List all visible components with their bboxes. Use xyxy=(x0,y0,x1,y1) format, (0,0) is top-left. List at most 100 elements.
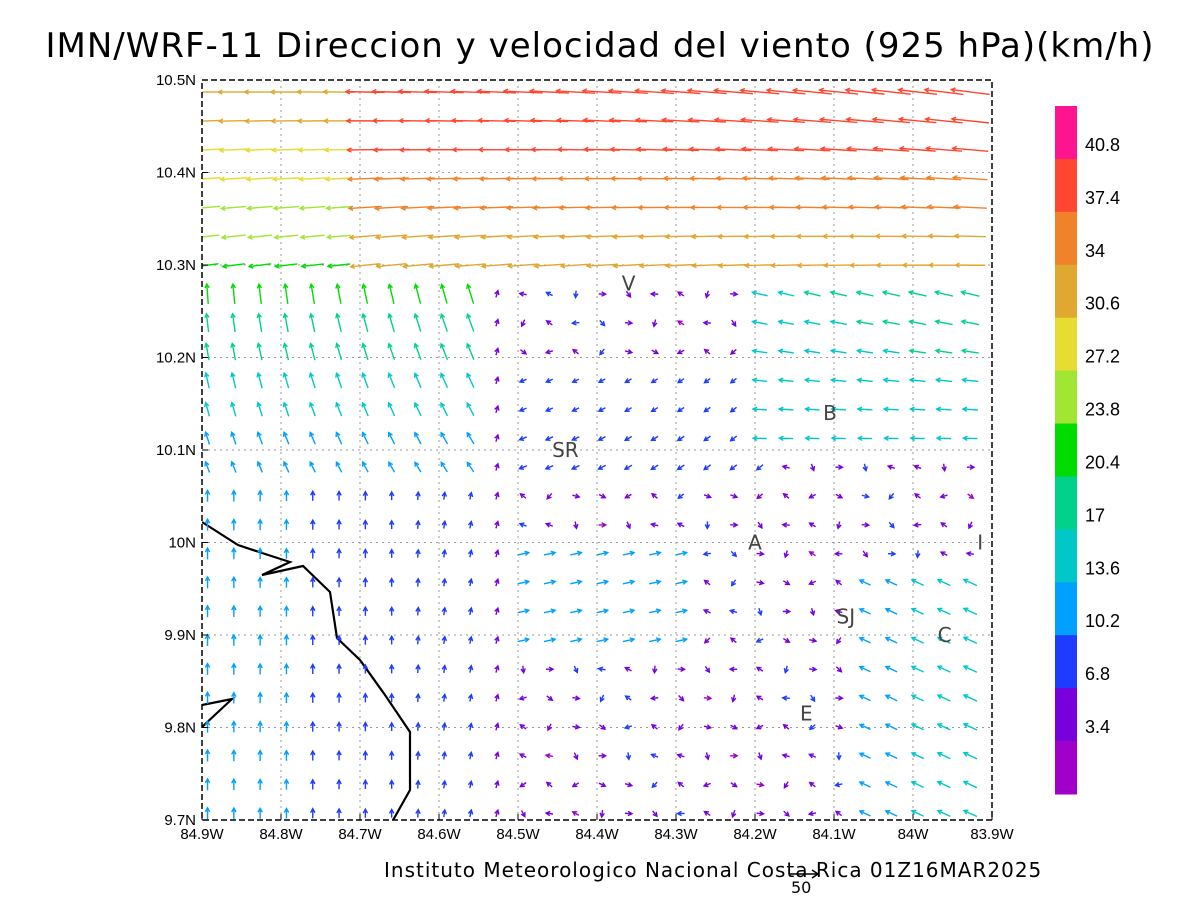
wind-vector xyxy=(884,694,898,702)
wind-vector xyxy=(517,579,531,585)
footer-credit: Instituto Meteorologico Nacional Costa R… xyxy=(384,858,1043,882)
wind-vector xyxy=(388,750,395,760)
wind-vector xyxy=(362,634,369,645)
wind-vector xyxy=(703,637,711,644)
wind-vector xyxy=(324,176,353,182)
wind-vector xyxy=(256,401,263,417)
wind-vector xyxy=(220,234,246,240)
wind-vector xyxy=(934,319,953,326)
wind-vector xyxy=(862,550,869,558)
wind-vector xyxy=(427,263,460,269)
wind-vector xyxy=(256,282,263,304)
wind-vector xyxy=(884,723,898,731)
colorbar-segment xyxy=(1055,741,1077,795)
wind-vector xyxy=(909,435,925,442)
wind-vector xyxy=(781,753,790,759)
wind-vector xyxy=(282,431,290,445)
colorbar-label: 20.4 xyxy=(1085,452,1120,472)
wind-vector xyxy=(362,490,369,501)
wind-vector xyxy=(466,312,475,332)
wind-vector xyxy=(283,633,290,646)
wind-vector xyxy=(649,695,659,701)
wind-vector xyxy=(649,608,662,614)
station-label: A xyxy=(748,531,762,555)
wind-vector xyxy=(440,372,449,389)
wind-vector xyxy=(325,205,352,211)
wind-vector xyxy=(506,234,539,240)
x-tick-label: 84.3W xyxy=(654,826,698,843)
wind-vector xyxy=(218,147,248,153)
wind-vector xyxy=(309,489,316,501)
wind-vector xyxy=(256,342,263,361)
wind-vector xyxy=(675,637,689,643)
wind-vector xyxy=(897,116,937,124)
wind-vector xyxy=(494,606,500,616)
wind-vector xyxy=(751,406,768,413)
wind-vector xyxy=(230,401,237,417)
wind-vector xyxy=(652,319,658,328)
wind-vector xyxy=(204,806,211,820)
wind-vector xyxy=(441,606,448,616)
wind-vector xyxy=(730,724,739,730)
wind-vector xyxy=(202,119,223,122)
wind-vector xyxy=(858,608,871,615)
wind-vector xyxy=(834,781,843,788)
wind-vector xyxy=(547,723,553,732)
wind-vector xyxy=(818,87,859,95)
wind-vector xyxy=(777,319,795,326)
wind-vector xyxy=(703,579,711,586)
wind-vector xyxy=(650,464,659,471)
wind-vector xyxy=(494,520,500,529)
wind-vector xyxy=(467,635,474,644)
wind-vector xyxy=(387,342,396,361)
wind-vector xyxy=(596,579,610,585)
wind-vector xyxy=(243,118,275,124)
wind-vector xyxy=(571,782,580,788)
wind-vector xyxy=(622,608,636,614)
wind-vector xyxy=(494,722,500,731)
wind-vector xyxy=(529,117,569,124)
wind-vector xyxy=(781,695,790,701)
colorbar-label: 37.4 xyxy=(1085,188,1120,208)
colorbar-segment xyxy=(1055,423,1077,477)
wind-vector xyxy=(611,233,645,240)
wind-vector xyxy=(624,810,634,817)
wind-vector xyxy=(676,753,685,759)
wind-vector xyxy=(494,635,500,644)
wind-vector xyxy=(388,490,395,501)
wind-vector xyxy=(467,664,474,673)
wind-vector xyxy=(256,430,264,445)
wind-vector xyxy=(728,666,738,672)
wind-vector xyxy=(362,548,369,559)
wind-vector xyxy=(934,348,953,354)
wind-vector xyxy=(466,431,475,445)
wind-vector xyxy=(661,146,699,153)
wind-vector xyxy=(573,290,579,299)
wind-vector xyxy=(231,691,237,704)
wind-vector xyxy=(731,319,737,328)
wind-vector xyxy=(467,548,474,558)
wind-vector xyxy=(231,489,237,502)
wind-vector xyxy=(651,665,658,675)
station-label: V xyxy=(622,272,636,296)
wind-vector xyxy=(834,608,843,615)
wind-vector xyxy=(467,520,474,529)
wind-vector xyxy=(755,695,764,701)
wind-vector xyxy=(555,88,596,94)
wind-vector xyxy=(809,607,816,617)
wind-vector xyxy=(858,723,871,731)
wind-vector xyxy=(256,371,263,389)
wind-vector xyxy=(962,665,978,673)
wind-vector xyxy=(637,233,671,240)
wind-vector xyxy=(625,290,632,299)
wind-vector xyxy=(283,489,290,502)
wind-vector xyxy=(855,319,874,326)
wind-vector xyxy=(908,348,926,354)
wind-vector xyxy=(954,262,986,268)
wind-vector xyxy=(765,87,806,95)
wind-vector xyxy=(835,579,843,586)
wind-vector xyxy=(415,548,421,558)
wind-vector xyxy=(703,724,713,730)
reference-arrow-head xyxy=(811,869,820,879)
y-tick-label: 10.4N xyxy=(156,165,196,182)
